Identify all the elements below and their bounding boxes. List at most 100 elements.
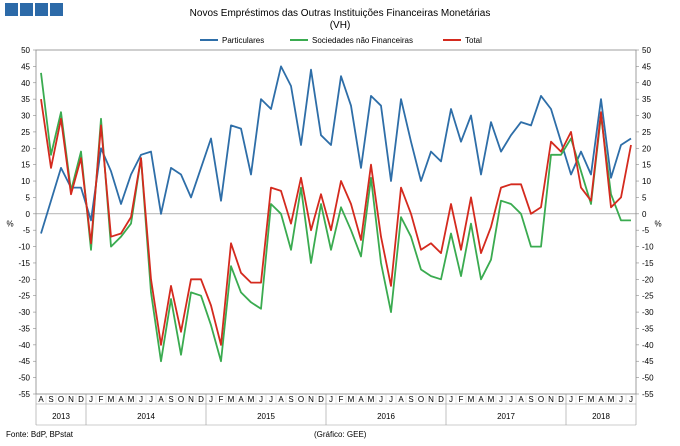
logo-square-2 — [20, 3, 33, 16]
y-tick-label-left: -50 — [18, 374, 30, 383]
y-tick-label-left: -55 — [18, 390, 30, 399]
y-tick-label-right: -25 — [642, 292, 654, 301]
y-tick-label-left: 5 — [26, 193, 31, 202]
chart-title: Novos Empréstimos das Outras Instituiçõe… — [189, 8, 491, 19]
month-label: J — [209, 395, 213, 404]
y-axis-label-right: % — [654, 220, 661, 229]
month-label: A — [398, 395, 404, 404]
y-tick-label-right: -10 — [642, 243, 654, 252]
y-tick-label-right: 15 — [642, 161, 651, 170]
month-label: J — [329, 395, 333, 404]
y-tick-label-left: 45 — [21, 62, 30, 71]
month-label: N — [68, 395, 74, 404]
month-label: F — [579, 395, 584, 404]
y-tick-label-right: 0 — [642, 210, 647, 219]
month-label: D — [198, 395, 204, 404]
month-label: O — [418, 395, 424, 404]
year-label: 2015 — [257, 412, 275, 421]
month-label: M — [228, 395, 235, 404]
month-label: A — [118, 395, 124, 404]
legend-label-2: Sociedades não Financeiras — [312, 36, 413, 45]
month-label: M — [488, 395, 495, 404]
month-label: S — [528, 395, 533, 404]
logo-square-1 — [5, 3, 18, 16]
month-label: D — [438, 395, 444, 404]
y-tick-label-right: -55 — [642, 390, 654, 399]
y-tick-label-right: 35 — [642, 95, 651, 104]
month-label: J — [149, 395, 153, 404]
y-tick-label-right: -45 — [642, 357, 654, 366]
y-tick-label-left: -20 — [18, 275, 30, 284]
month-label: M — [108, 395, 115, 404]
month-label: O — [58, 395, 64, 404]
y-tick-label-right: 30 — [642, 112, 651, 121]
y-tick-label-right: -30 — [642, 308, 654, 317]
y-tick-label-left: -40 — [18, 341, 30, 350]
month-label: M — [468, 395, 475, 404]
y-tick-label-left: 20 — [21, 144, 30, 153]
month-label: J — [569, 395, 573, 404]
y-tick-label-left: 15 — [21, 161, 30, 170]
y-tick-label-right: 40 — [642, 79, 651, 88]
month-label: F — [99, 395, 104, 404]
y-tick-label-right: 20 — [642, 144, 651, 153]
month-label: A — [478, 395, 484, 404]
month-label: F — [459, 395, 464, 404]
month-label: A — [238, 395, 244, 404]
series-line-1 — [40, 65, 632, 234]
month-label: O — [298, 395, 304, 404]
y-tick-label-right: 50 — [642, 46, 651, 55]
legend-label-3: Total — [465, 36, 482, 45]
month-label: J — [619, 395, 623, 404]
y-tick-label-right: -50 — [642, 374, 654, 383]
y-tick-label-left: -25 — [18, 292, 30, 301]
y-tick-label-left: 30 — [21, 112, 30, 121]
month-label: A — [278, 395, 284, 404]
year-label: 2018 — [592, 412, 610, 421]
month-label: F — [339, 395, 344, 404]
month-label: A — [158, 395, 164, 404]
y-tick-label-right: -5 — [642, 226, 650, 235]
y-tick-label-left: 0 — [26, 210, 31, 219]
year-label: 2016 — [377, 412, 395, 421]
y-tick-label-left: -10 — [18, 243, 30, 252]
month-label: S — [288, 395, 293, 404]
month-label: N — [548, 395, 554, 404]
logo-square-3 — [35, 3, 48, 16]
month-label: J — [139, 395, 143, 404]
y-tick-label-left: 25 — [21, 128, 30, 137]
month-label: J — [389, 395, 393, 404]
month-label: F — [219, 395, 224, 404]
month-label: A — [518, 395, 524, 404]
month-label: S — [168, 395, 173, 404]
month-label: D — [318, 395, 324, 404]
month-label: S — [408, 395, 413, 404]
month-label: A — [38, 395, 44, 404]
y-tick-label-left: -15 — [18, 259, 30, 268]
year-label: 2013 — [52, 412, 70, 421]
y-tick-label-right: -15 — [642, 259, 654, 268]
month-label: J — [89, 395, 93, 404]
footer-graph: (Gráfico: GEE) — [314, 430, 367, 439]
logo-square-4 — [50, 3, 63, 16]
month-label: O — [538, 395, 544, 404]
month-label: J — [509, 395, 513, 404]
y-tick-label-left: 50 — [21, 46, 30, 55]
y-tick-label-right: -20 — [642, 275, 654, 284]
month-label: J — [499, 395, 503, 404]
month-label: N — [308, 395, 314, 404]
y-tick-label-left: 10 — [21, 177, 30, 186]
month-label: M — [248, 395, 255, 404]
month-label: D — [78, 395, 84, 404]
month-label: M — [588, 395, 595, 404]
y-tick-label-right: 5 — [642, 193, 647, 202]
month-label: J — [269, 395, 273, 404]
year-label: 2017 — [497, 412, 515, 421]
month-label: M — [368, 395, 375, 404]
footer-source: Fonte: BdP, BPstat — [6, 430, 74, 439]
y-tick-label-left: -35 — [18, 324, 30, 333]
legend-label-1: Particulares — [222, 36, 264, 45]
y-tick-label-left: 40 — [21, 79, 30, 88]
month-label: A — [598, 395, 604, 404]
